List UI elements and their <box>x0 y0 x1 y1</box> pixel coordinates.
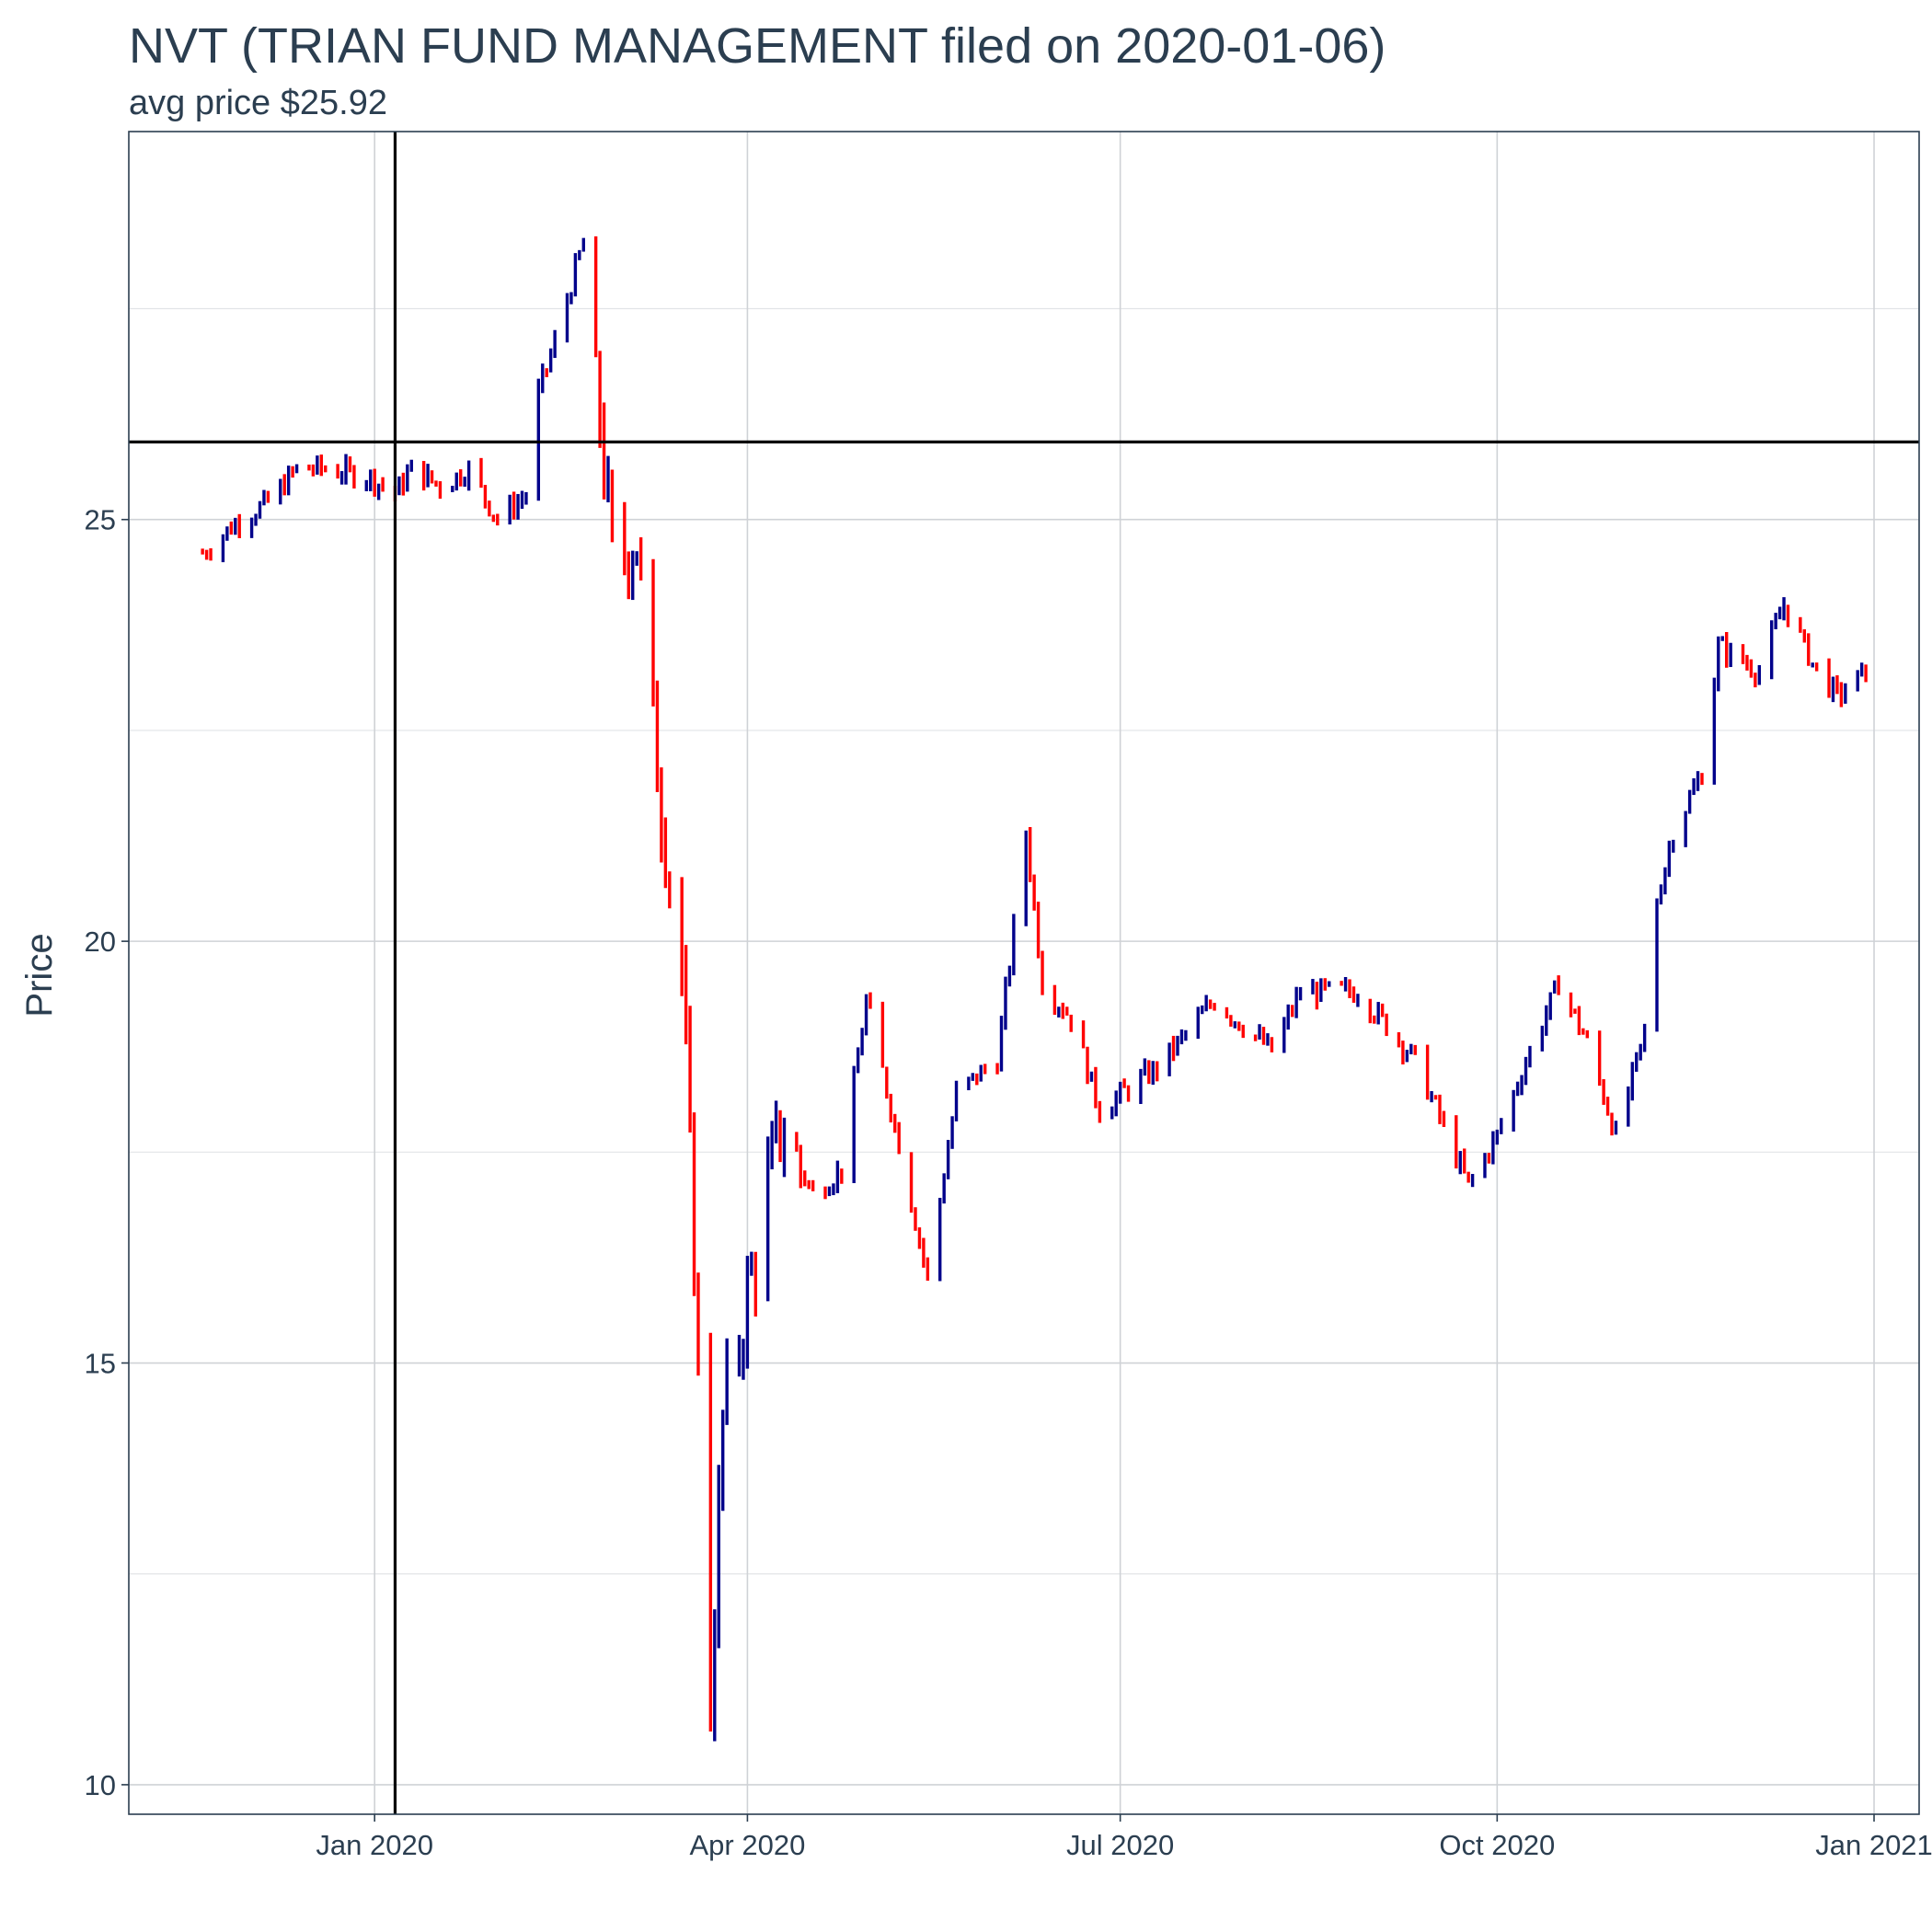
plot-panel-border <box>128 131 1920 1815</box>
reference-lines <box>129 132 1919 1814</box>
ohlc-bars <box>201 236 1868 1742</box>
y-tick-label: 25 <box>85 504 116 536</box>
y-tick-label: 20 <box>85 926 116 958</box>
y-axis-ticks: 10 15 20 25 <box>85 504 129 1801</box>
gridlines <box>129 132 1919 1814</box>
y-tick-label: 15 <box>85 1348 116 1380</box>
chart-title: NVT (TRIAN FUND MANAGEMENT filed on 2020… <box>129 18 1386 74</box>
x-tick-label: Jan 2020 <box>316 1829 433 1861</box>
x-axis-ticks: Jan 2020 Apr 2020 Jul 2020 Oct 2020 Jan 2021 <box>316 1814 1932 1861</box>
y-axis-title: Price <box>19 933 60 1017</box>
x-tick-label: Jan 2021 <box>1815 1829 1932 1861</box>
chart-subtitle: avg price $25.92 <box>129 84 387 122</box>
x-tick-label: Apr 2020 <box>690 1829 806 1861</box>
y-tick-label: 10 <box>85 1769 116 1801</box>
x-tick-label: Oct 2020 <box>1439 1829 1555 1861</box>
x-tick-label: Jul 2020 <box>1066 1829 1174 1861</box>
